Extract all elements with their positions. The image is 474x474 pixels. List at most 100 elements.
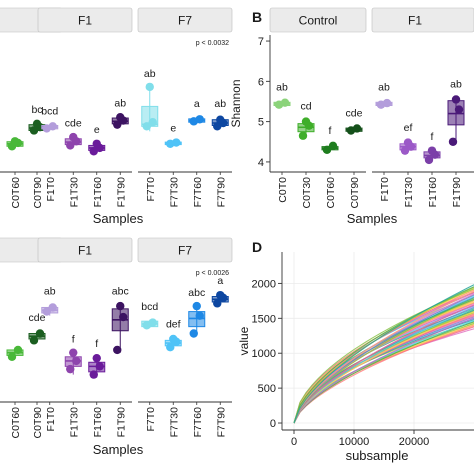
facet-strip-label: F1: [78, 244, 92, 258]
box-point: [213, 299, 222, 308]
facet-plot-area: [138, 35, 232, 172]
box-point: [216, 290, 225, 300]
significance-letters: def: [166, 319, 181, 331]
x-tick-label: 0: [291, 436, 297, 448]
x-tick-label: F1T30: [68, 407, 80, 438]
x-tick-label: F1T30: [403, 177, 415, 208]
box-point: [352, 124, 362, 133]
box-point: [301, 117, 311, 126]
facet-strip: [371, 7, 474, 33]
y-tick-label: 4: [258, 157, 264, 169]
panel-b-tag: B: [252, 9, 262, 25]
significance-letters: abc: [188, 287, 205, 299]
x-tick-label: C0T60: [10, 177, 22, 209]
significance-letters: f: [72, 334, 75, 346]
box-point: [116, 301, 125, 311]
rarefaction-curve: [293, 320, 474, 424]
box-point: [10, 137, 20, 146]
significance-letters: f: [95, 338, 98, 350]
facet-strip: [137, 7, 233, 33]
panel-d-tag: D: [252, 239, 262, 255]
significance-letters: cde: [29, 312, 46, 324]
x-tick-label: C0T90: [32, 407, 44, 439]
box-point: [169, 334, 178, 344]
box-point: [42, 307, 51, 316]
facet-strip-label: F1: [408, 14, 422, 28]
y-tick-label: 1000: [252, 348, 276, 360]
box-point: [189, 329, 198, 338]
x-tick-label: F7T60: [192, 177, 204, 208]
significance-letters: ab: [214, 98, 226, 110]
box-point: [66, 364, 75, 374]
y-tick-label: 7: [258, 36, 264, 48]
facet-strip-label: F7: [178, 14, 192, 28]
y-axis-title: value: [237, 326, 251, 355]
x-tick-label: C0T60: [10, 407, 22, 439]
x-tick-label: F1T90: [115, 407, 127, 438]
significance-letters: ab: [144, 68, 156, 80]
panel-a: olF1F7C0T60bcC0T90bcdF1T0cdeF1T30eF1T60a…: [0, 7, 233, 226]
facet-strip-label: Control: [299, 14, 338, 28]
significance-letters: e: [170, 122, 176, 134]
box-point: [427, 146, 437, 155]
facet-strip-label: F7: [178, 244, 192, 258]
y-tick-label: 2000: [252, 278, 276, 290]
x-tick-label: C0T30: [301, 177, 313, 209]
y-tick-label: 6: [258, 76, 264, 88]
x-tick-label: C0T60: [325, 177, 337, 209]
x-tick-label: F1T60: [427, 177, 439, 208]
significance-letters: f: [431, 131, 434, 143]
y-tick-label: 0: [270, 418, 276, 430]
x-tick-label: F1T0: [45, 407, 57, 432]
x-tick-label: F7T60: [192, 407, 204, 438]
box-point: [89, 370, 98, 379]
facet-strip: [269, 7, 367, 33]
box-point: [95, 362, 104, 371]
significance-letters: cde: [65, 117, 82, 129]
significance-letters: ab: [378, 82, 390, 94]
box-point: [195, 115, 204, 124]
plot-area: [282, 252, 474, 430]
box-point: [92, 353, 101, 363]
x-tick-label: F1T60: [92, 177, 104, 208]
significance-letters: ab: [276, 82, 288, 94]
x-tick-label: F1T0: [45, 177, 57, 202]
rarefaction-curve: [293, 290, 474, 424]
box-point: [148, 318, 157, 327]
x-axis-title: Samples: [93, 211, 144, 226]
box-point: [192, 301, 201, 311]
box-point: [113, 345, 122, 355]
box-point: [298, 131, 308, 140]
x-tick-label: C0T90: [32, 177, 44, 209]
significance-letters: a: [194, 98, 200, 110]
x-tick-label: F7T0: [145, 177, 157, 202]
y-tick-label: 500: [258, 383, 276, 395]
x-tick-label: F7T0: [145, 407, 157, 432]
x-tick-label: F1T90: [115, 177, 127, 208]
significance-letters: cd: [300, 101, 311, 113]
box-point: [13, 345, 23, 355]
significance-letters: bcd: [141, 301, 158, 313]
box-point: [35, 329, 45, 338]
facet-strip-label: F1: [78, 14, 92, 28]
box-point: [119, 312, 128, 322]
significance-letters: bcd: [41, 106, 58, 118]
rarefaction-curve: [293, 307, 474, 424]
panel-b: B Control F1 4 5 6 7 Shannon ab C0T0 cd C0T30 f C0T6…: [229, 7, 474, 226]
significance-letters: cde: [346, 107, 363, 119]
x-tick-label: F1T30: [68, 177, 80, 208]
rarefaction-curve: [293, 304, 474, 424]
box-point: [454, 105, 464, 114]
x-tick-label: F7T30: [168, 407, 180, 438]
box-point: [166, 343, 175, 352]
box-point: [29, 336, 39, 345]
box-point: [322, 145, 332, 155]
box-point: [424, 155, 434, 165]
box-point: [69, 348, 78, 357]
significance-letters: ef: [404, 122, 413, 134]
box-point: [195, 311, 204, 320]
y-axis-title: Shannon: [229, 79, 243, 127]
significance-letters: bc: [31, 104, 42, 116]
significance-letters: abc: [112, 286, 129, 298]
